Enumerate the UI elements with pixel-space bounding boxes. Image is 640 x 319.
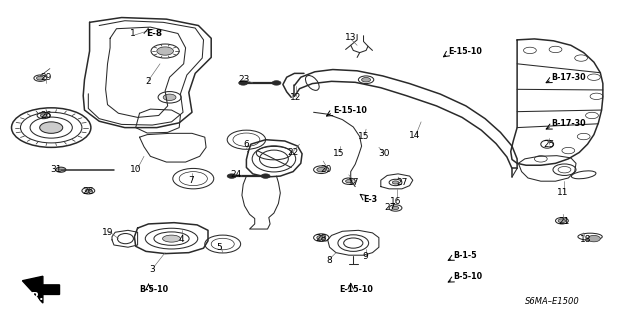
Circle shape <box>85 189 92 192</box>
Text: 1: 1 <box>131 29 136 38</box>
Text: 20: 20 <box>321 165 332 174</box>
Circle shape <box>40 114 47 117</box>
Text: E-15-10: E-15-10 <box>448 47 482 56</box>
Text: 27: 27 <box>396 178 408 187</box>
Text: 21: 21 <box>559 217 570 226</box>
Circle shape <box>392 181 399 184</box>
Circle shape <box>558 219 566 223</box>
Text: 15: 15 <box>333 149 345 158</box>
Text: 15: 15 <box>358 132 369 141</box>
Text: 3: 3 <box>150 265 155 274</box>
Text: 27: 27 <box>385 204 396 212</box>
Circle shape <box>272 81 281 85</box>
Text: E-8: E-8 <box>146 29 162 38</box>
Text: 26: 26 <box>83 187 94 196</box>
Text: 22: 22 <box>287 148 299 157</box>
Text: 13: 13 <box>345 33 356 42</box>
Text: B-1-5: B-1-5 <box>453 251 477 260</box>
Circle shape <box>588 235 600 242</box>
Text: 16: 16 <box>390 197 401 206</box>
Text: 17: 17 <box>348 178 359 187</box>
Circle shape <box>261 174 270 178</box>
Text: 30: 30 <box>378 149 390 158</box>
Text: 29: 29 <box>40 73 52 82</box>
Text: 9: 9 <box>362 252 367 261</box>
Text: 24: 24 <box>230 170 241 179</box>
Circle shape <box>362 78 371 82</box>
Text: 4: 4 <box>179 235 184 244</box>
Circle shape <box>227 174 236 178</box>
Text: 28: 28 <box>316 234 327 243</box>
Text: 5: 5 <box>217 243 222 252</box>
Circle shape <box>317 167 326 172</box>
Circle shape <box>346 180 352 183</box>
Text: B-5-10: B-5-10 <box>453 272 483 281</box>
Text: 18: 18 <box>580 235 591 244</box>
Ellipse shape <box>163 235 180 242</box>
Text: FR.: FR. <box>24 293 44 302</box>
Text: 19: 19 <box>102 228 113 237</box>
Circle shape <box>40 122 63 133</box>
Text: B-17-30: B-17-30 <box>552 73 586 82</box>
Circle shape <box>239 81 248 85</box>
Text: B-5-10: B-5-10 <box>140 285 169 294</box>
Text: E-3: E-3 <box>364 195 378 204</box>
Circle shape <box>157 47 173 55</box>
Text: 23: 23 <box>239 75 250 84</box>
Circle shape <box>317 235 326 240</box>
Text: E-15-10: E-15-10 <box>339 285 373 294</box>
Text: S6MA–E1500: S6MA–E1500 <box>525 297 580 306</box>
Polygon shape <box>22 276 60 303</box>
Text: 31: 31 <box>51 165 62 174</box>
Text: 11: 11 <box>557 189 569 197</box>
Text: 8: 8 <box>327 256 332 265</box>
Text: 2: 2 <box>146 77 151 86</box>
Text: 26: 26 <box>40 111 52 120</box>
Text: 25: 25 <box>543 140 555 149</box>
Text: 14: 14 <box>409 131 420 140</box>
Circle shape <box>163 94 176 100</box>
Text: 10: 10 <box>130 165 141 174</box>
Text: 12: 12 <box>290 93 301 102</box>
Text: E-15-10: E-15-10 <box>333 106 367 115</box>
Circle shape <box>392 206 399 210</box>
Circle shape <box>36 76 44 80</box>
Text: B-17-30: B-17-30 <box>552 119 586 128</box>
Text: 6: 6 <box>244 140 249 149</box>
Text: 7: 7 <box>188 176 193 185</box>
Circle shape <box>56 167 66 172</box>
